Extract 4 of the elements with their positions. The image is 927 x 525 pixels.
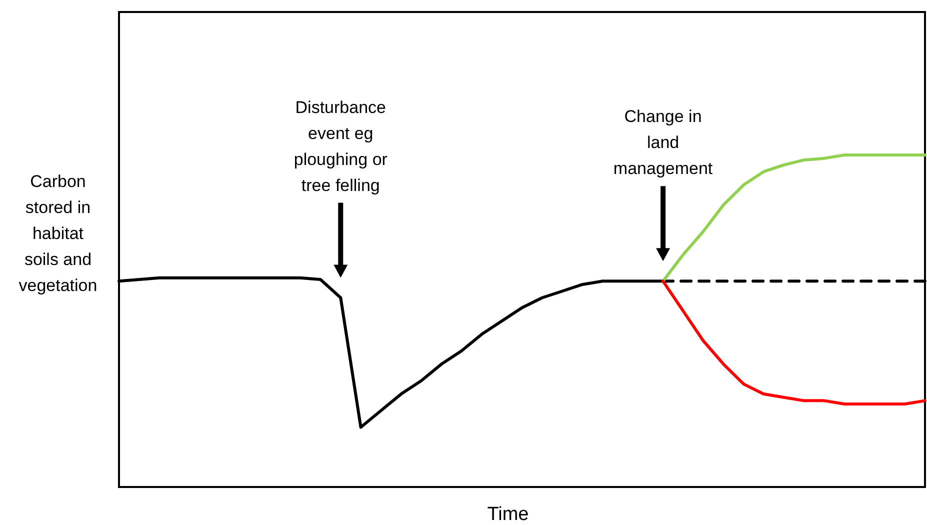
y-axis-title: Carbon stored in habitat soils and vegetation: [18, 172, 98, 296]
annotation: Change in land management: [613, 107, 713, 178]
x-axis-title: Time: [487, 504, 529, 525]
annotation: Disturbance event eg ploughing or tree felling: [294, 98, 388, 195]
